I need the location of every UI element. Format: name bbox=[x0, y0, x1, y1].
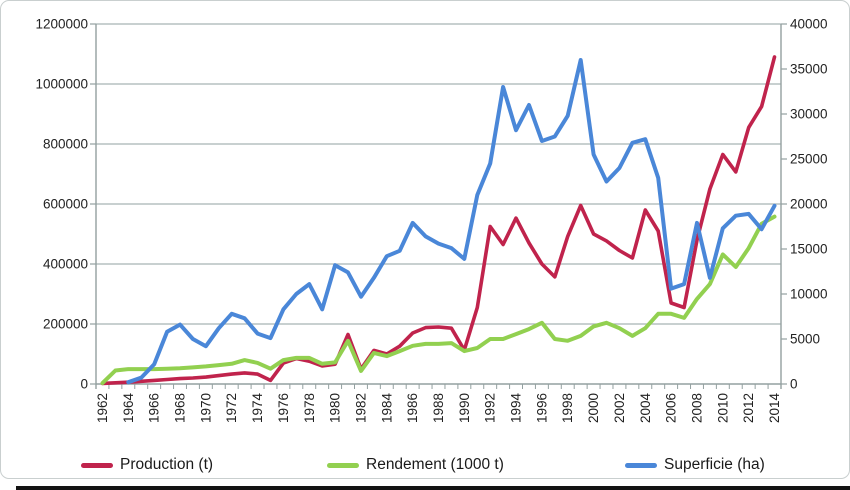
x-axis-label: 1974 bbox=[250, 393, 265, 424]
x-axis-label: 1976 bbox=[276, 393, 291, 423]
legend-item-rendement: Rendement (1000 t) bbox=[327, 451, 504, 479]
x-axis-label: 1982 bbox=[353, 393, 368, 423]
x-axis-label: 1984 bbox=[379, 393, 394, 424]
legend-swatch-rendement bbox=[327, 462, 359, 468]
x-axis-label: 1980 bbox=[328, 393, 343, 423]
x-axis-label: 1970 bbox=[198, 393, 213, 423]
x-axis-label: 1966 bbox=[147, 393, 162, 423]
legend-item-superficie: Superficie (ha) bbox=[625, 451, 765, 479]
right-axis-label: 0 bbox=[790, 377, 798, 392]
right-axis-label: 25000 bbox=[790, 152, 828, 167]
x-axis-label: 2014 bbox=[767, 393, 782, 424]
x-axis-label: 1968 bbox=[173, 393, 188, 423]
x-axis-label: 1988 bbox=[431, 393, 446, 423]
x-axis-label: 2000 bbox=[586, 393, 601, 423]
series-line-production bbox=[100, 55, 777, 386]
figure-border: 0 200000 400000 600000 800000 1000000 1200000 0… bbox=[0, 0, 850, 479]
legend-swatch-superficie bbox=[625, 462, 657, 468]
right-axis-label: 40000 bbox=[790, 17, 828, 32]
x-axis-label: 1998 bbox=[560, 393, 575, 423]
x-axis-label: 1990 bbox=[457, 393, 472, 423]
x-axis-label: 1964 bbox=[121, 393, 136, 424]
right-axis-label: 5000 bbox=[790, 332, 820, 347]
bottom-border-bar bbox=[16, 486, 850, 490]
chart-legend: Production (t) Rendement (1000 t) Superf… bbox=[1, 451, 849, 479]
x-axis-label: 2010 bbox=[715, 393, 730, 423]
legend-item-production: Production (t) bbox=[81, 451, 213, 479]
left-axis-label: 800000 bbox=[43, 137, 88, 152]
x-axis-label: 2004 bbox=[638, 393, 653, 424]
series-line-superficie bbox=[126, 58, 777, 385]
legend-swatch-production bbox=[81, 462, 113, 468]
series-line-rendement bbox=[100, 214, 777, 386]
right-axis-label: 15000 bbox=[790, 242, 828, 257]
x-axis-label: 2012 bbox=[741, 393, 756, 423]
right-axis-label: 35000 bbox=[790, 62, 828, 77]
left-axis-label: 1200000 bbox=[35, 17, 88, 32]
left-axis-label: 1000000 bbox=[35, 77, 88, 92]
x-axis-label: 1994 bbox=[509, 393, 524, 424]
x-axis-label: 1992 bbox=[483, 393, 498, 423]
x-axis-label: 1978 bbox=[302, 393, 317, 423]
right-axis-label: 20000 bbox=[790, 197, 828, 212]
right-axis-label: 30000 bbox=[790, 107, 828, 122]
left-axis-label: 0 bbox=[80, 377, 88, 392]
x-axis-label: 1996 bbox=[534, 393, 549, 423]
left-axis-label: 200000 bbox=[43, 317, 88, 332]
legend-label-production: Production (t) bbox=[120, 456, 214, 473]
x-axis-label: 2006 bbox=[664, 393, 679, 423]
line-chart-canvas: 0 200000 400000 600000 800000 1000000 1200000 0… bbox=[35, 17, 828, 424]
x-axis-label: 1986 bbox=[405, 393, 420, 423]
legend-label-superficie: Superficie (ha) bbox=[664, 456, 765, 473]
x-axis-label: 1972 bbox=[224, 393, 239, 423]
right-axis-label: 10000 bbox=[790, 287, 828, 302]
left-axis-label: 600000 bbox=[43, 197, 88, 212]
x-axis-label: 2002 bbox=[612, 393, 627, 423]
x-axis-label: 2008 bbox=[689, 393, 704, 423]
legend-label-rendement: Rendement (1000 t) bbox=[366, 456, 504, 473]
left-axis-label: 400000 bbox=[43, 257, 88, 272]
x-axis-label: 1962 bbox=[95, 393, 110, 423]
